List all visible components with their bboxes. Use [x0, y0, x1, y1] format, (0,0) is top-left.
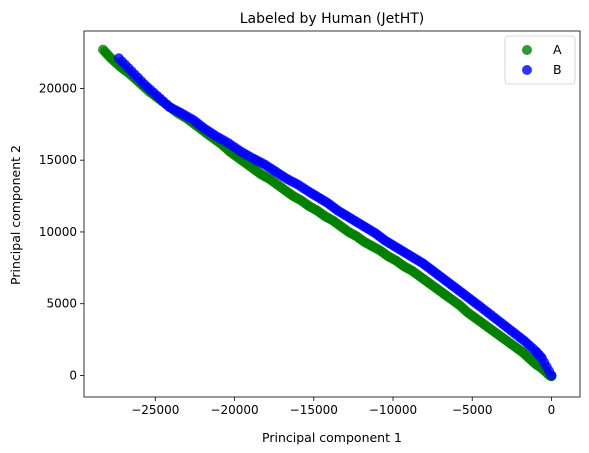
- x-tick-label: −20000: [210, 403, 258, 417]
- x-axis-label: Principal component 1: [262, 430, 402, 445]
- y-tick-label: 10000: [39, 225, 77, 239]
- x-tick-label: −10000: [369, 403, 417, 417]
- legend-label-B: B: [553, 62, 562, 77]
- legend-label-A: A: [553, 42, 562, 57]
- x-tick-label: −25000: [131, 403, 179, 417]
- legend-box: [505, 36, 575, 84]
- legend-marker-A: [522, 45, 532, 55]
- chart-title: Labeled by Human (JetHT): [240, 11, 425, 27]
- y-tick-label: 15000: [39, 153, 77, 167]
- y-axis-label: Principal component 2: [8, 145, 23, 285]
- y-tick-label: 5000: [46, 297, 77, 311]
- point-B: [546, 370, 556, 380]
- legend-marker-B: [522, 65, 532, 75]
- legend: AB: [505, 36, 575, 84]
- x-tick-label: 0: [548, 403, 556, 417]
- x-tick-label: −15000: [290, 403, 338, 417]
- y-tick-label: 20000: [39, 81, 77, 95]
- y-tick-label: 0: [69, 368, 77, 382]
- x-tick-label: −5000: [452, 403, 493, 417]
